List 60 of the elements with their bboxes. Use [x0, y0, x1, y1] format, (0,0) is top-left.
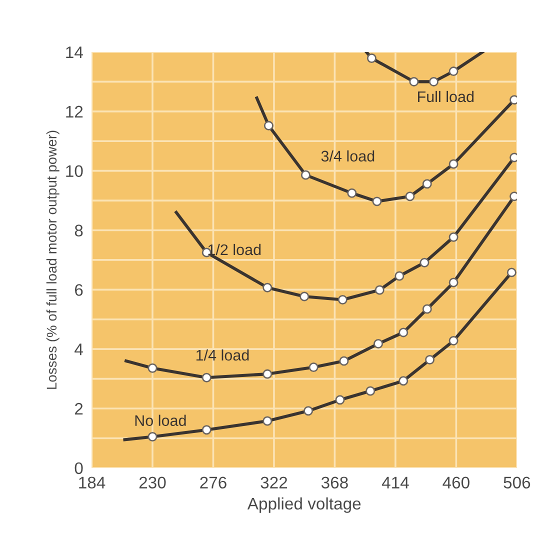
x-tick-label: 276: [200, 476, 226, 489]
y-tick-label: 2: [75, 402, 83, 415]
point: [372, 196, 382, 206]
x-tick-label: 460: [442, 476, 470, 489]
point: [148, 432, 158, 442]
point: [347, 188, 357, 198]
y-tick-label: 10: [66, 165, 83, 178]
point: [366, 386, 376, 396]
point: [262, 369, 272, 379]
point: [262, 416, 272, 426]
x-tick-label: 230: [139, 476, 166, 489]
point: [374, 338, 384, 348]
x-tick-label: 368: [321, 476, 348, 489]
x-axis-title: Applied voltage: [247, 497, 361, 513]
point: [308, 362, 318, 372]
x-tick-label: 322: [260, 476, 288, 489]
x-tick-label: 506: [504, 476, 530, 489]
point: [300, 292, 310, 302]
point: [300, 170, 310, 180]
series-label: 1/4 load: [196, 349, 249, 361]
point: [422, 304, 432, 314]
point: [304, 406, 314, 416]
point: [338, 295, 348, 305]
y-tick-label: 12: [66, 106, 83, 118]
point: [366, 53, 376, 63]
point: [506, 268, 516, 278]
point: [202, 372, 212, 382]
point: [425, 355, 435, 365]
series-label: 1/2 load: [208, 244, 261, 256]
point: [405, 192, 415, 202]
point: [394, 271, 404, 281]
point: [339, 356, 349, 366]
point: [374, 285, 384, 295]
point: [335, 395, 345, 405]
point: [398, 376, 408, 386]
point: [429, 76, 438, 86]
series-label: Full load: [418, 90, 474, 102]
point: [448, 336, 458, 346]
point: [264, 120, 274, 130]
point: [409, 76, 419, 86]
y-tick-label: 14: [66, 46, 83, 58]
series-label: 3/4 load: [321, 150, 374, 162]
point: [148, 363, 158, 373]
point: [422, 179, 432, 189]
point: [202, 425, 212, 435]
series-label: No load: [135, 414, 186, 426]
y-tick-label: 0: [74, 462, 83, 474]
y-tick-label: 8: [74, 224, 83, 236]
y-tick-label: 4: [74, 344, 83, 356]
point: [448, 278, 458, 288]
point: [448, 232, 458, 242]
y-axis-title: Losses (% of full load motor output power): [46, 130, 60, 389]
x-tick-label: 184: [79, 476, 106, 489]
y-tick-label: 6: [75, 284, 83, 296]
point: [420, 258, 430, 268]
point: [448, 159, 458, 169]
point: [448, 66, 458, 76]
x-tick-label: 414: [382, 476, 409, 488]
point: [398, 328, 408, 338]
point: [262, 282, 272, 292]
